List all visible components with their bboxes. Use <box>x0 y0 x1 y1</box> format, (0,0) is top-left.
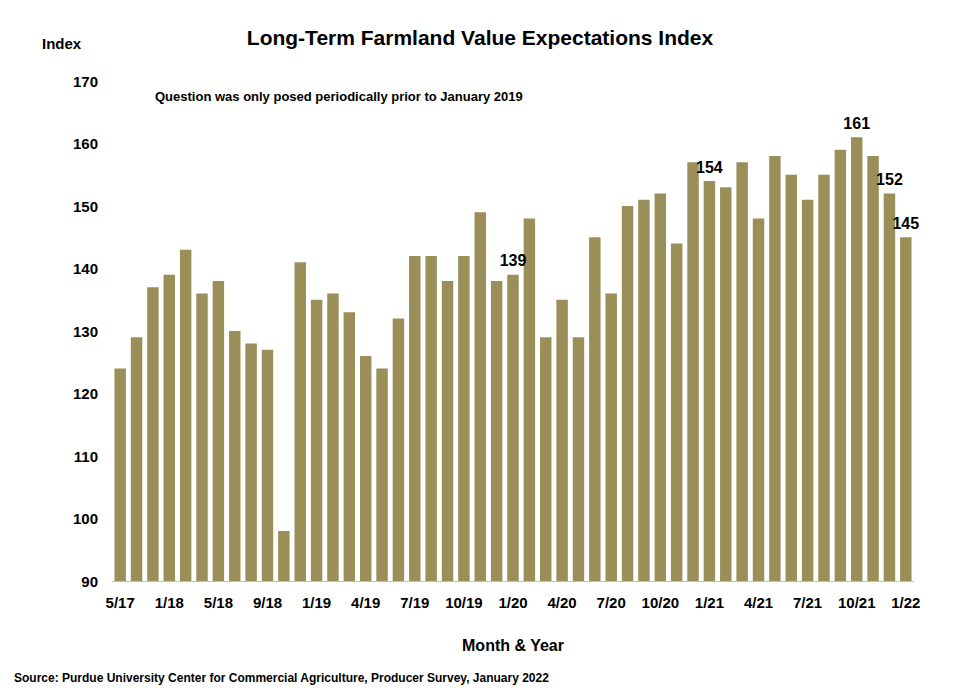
svg-text:10/20: 10/20 <box>642 594 680 611</box>
svg-text:1/21: 1/21 <box>695 594 724 611</box>
svg-text:120: 120 <box>73 385 98 402</box>
svg-text:110: 110 <box>74 448 98 465</box>
svg-text:10/21: 10/21 <box>838 594 876 611</box>
svg-text:154: 154 <box>696 159 723 176</box>
svg-text:10/19: 10/19 <box>445 594 483 611</box>
svg-text:152: 152 <box>876 171 903 188</box>
svg-text:4/19: 4/19 <box>351 594 380 611</box>
svg-text:5/17: 5/17 <box>106 594 135 611</box>
svg-text:1/18: 1/18 <box>155 594 184 611</box>
svg-text:5/18: 5/18 <box>204 594 233 611</box>
svg-text:Index: Index <box>42 35 82 52</box>
svg-text:Source: Purdue University Cent: Source: Purdue University Center for Com… <box>14 671 549 685</box>
svg-text:7/21: 7/21 <box>793 594 822 611</box>
svg-text:1/22: 1/22 <box>891 594 920 611</box>
svg-text:Long-Term Farmland Value Expec: Long-Term Farmland Value Expectations In… <box>247 26 714 49</box>
svg-text:1/19: 1/19 <box>302 594 331 611</box>
svg-text:7/20: 7/20 <box>597 594 626 611</box>
svg-text:160: 160 <box>73 135 98 152</box>
svg-text:Question was only posed period: Question was only posed periodically pri… <box>155 89 523 104</box>
svg-text:100: 100 <box>73 510 98 527</box>
svg-text:1/20: 1/20 <box>498 594 527 611</box>
svg-text:139: 139 <box>500 252 527 269</box>
svg-text:4/21: 4/21 <box>744 594 773 611</box>
svg-text:170: 170 <box>73 73 98 90</box>
svg-text:7/19: 7/19 <box>400 594 429 611</box>
svg-text:140: 140 <box>73 260 98 277</box>
svg-text:4/20: 4/20 <box>548 594 577 611</box>
svg-text:90: 90 <box>81 573 98 590</box>
svg-text:145: 145 <box>892 215 919 232</box>
svg-text:9/18: 9/18 <box>253 594 282 611</box>
svg-text:161: 161 <box>843 115 870 132</box>
svg-text:130: 130 <box>73 323 98 340</box>
svg-text:150: 150 <box>73 198 98 215</box>
svg-text:Month & Year: Month & Year <box>462 637 564 654</box>
